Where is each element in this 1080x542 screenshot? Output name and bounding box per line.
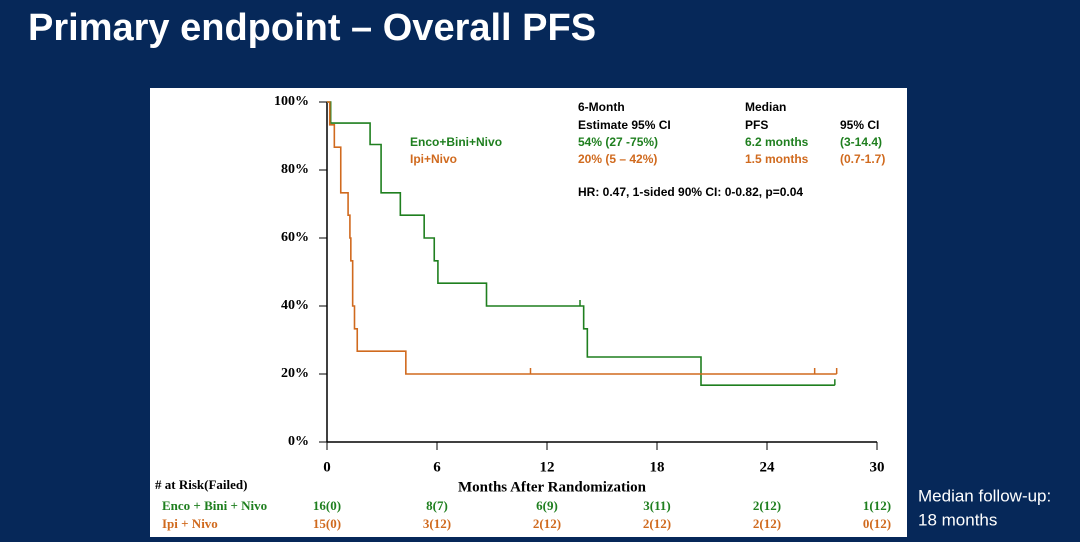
survival-curve — [327, 101, 837, 375]
x-tick-label: 6 — [433, 459, 441, 475]
x-axis-label: Months After Randomization — [458, 479, 647, 495]
x-tick-label: 30 — [870, 459, 885, 475]
risk-table-title: # at Risk(Failed) — [155, 477, 247, 492]
slide-title: Primary endpoint – Overall PFS — [28, 7, 596, 49]
table-header: Median — [745, 100, 786, 114]
risk-value: 3(12) — [423, 516, 451, 531]
legend-entry: Ipi+Nivo — [410, 152, 457, 166]
x-tick-label: 24 — [760, 459, 776, 475]
side-note: Median follow-up: — [918, 486, 1051, 505]
y-tick-label: 20% — [281, 366, 309, 381]
median-ci: (3-14.4) — [840, 135, 882, 149]
median: 6.2 months — [745, 135, 809, 149]
annotation: HR: 0.47, 1-sided 90% CI: 0-0.82, p=0.04 — [578, 185, 803, 199]
chart-panel — [150, 88, 907, 537]
estimate: 20% (5 – 42%) — [578, 152, 657, 166]
y-tick-label: 40% — [281, 298, 309, 313]
risk-value: 2(12) — [533, 516, 561, 531]
table-header: PFS — [745, 118, 768, 132]
risk-value: 16(0) — [313, 498, 341, 513]
x-tick-label: 12 — [540, 459, 555, 475]
legend-entry: Enco+Bini+Nivo — [410, 135, 502, 149]
estimate: 54% (27 -75%) — [578, 135, 658, 149]
risk-value: 2(12) — [753, 498, 781, 513]
y-tick-label: 0% — [288, 434, 309, 449]
risk-value: 6(9) — [536, 498, 558, 513]
risk-value: 8(7) — [426, 498, 448, 513]
risk-value: 0(12) — [863, 516, 891, 531]
risk-value: 2(12) — [753, 516, 781, 531]
median-ci: (0.7-1.7) — [840, 152, 885, 166]
y-tick-label: 100% — [274, 94, 309, 109]
risk-row-label: Enco + Bini + Nivo — [162, 498, 267, 513]
y-tick-label: 80% — [281, 162, 309, 177]
risk-value: 3(11) — [643, 498, 670, 513]
x-tick-label: 0 — [323, 459, 331, 475]
table-header: Estimate 95% CI — [578, 118, 671, 132]
table-header: 95% CI — [840, 118, 879, 132]
risk-value: 15(0) — [313, 516, 341, 531]
table-header: 6-Month — [578, 100, 625, 114]
y-tick-label: 60% — [281, 230, 309, 245]
side-note: 18 months — [918, 510, 997, 529]
x-tick-label: 18 — [650, 459, 665, 475]
risk-value: 2(12) — [643, 516, 671, 531]
survival-curve — [327, 101, 835, 387]
risk-row-label: Ipi + Nivo — [162, 516, 218, 531]
median: 1.5 months — [745, 152, 809, 166]
risk-value: 1(12) — [863, 498, 891, 513]
